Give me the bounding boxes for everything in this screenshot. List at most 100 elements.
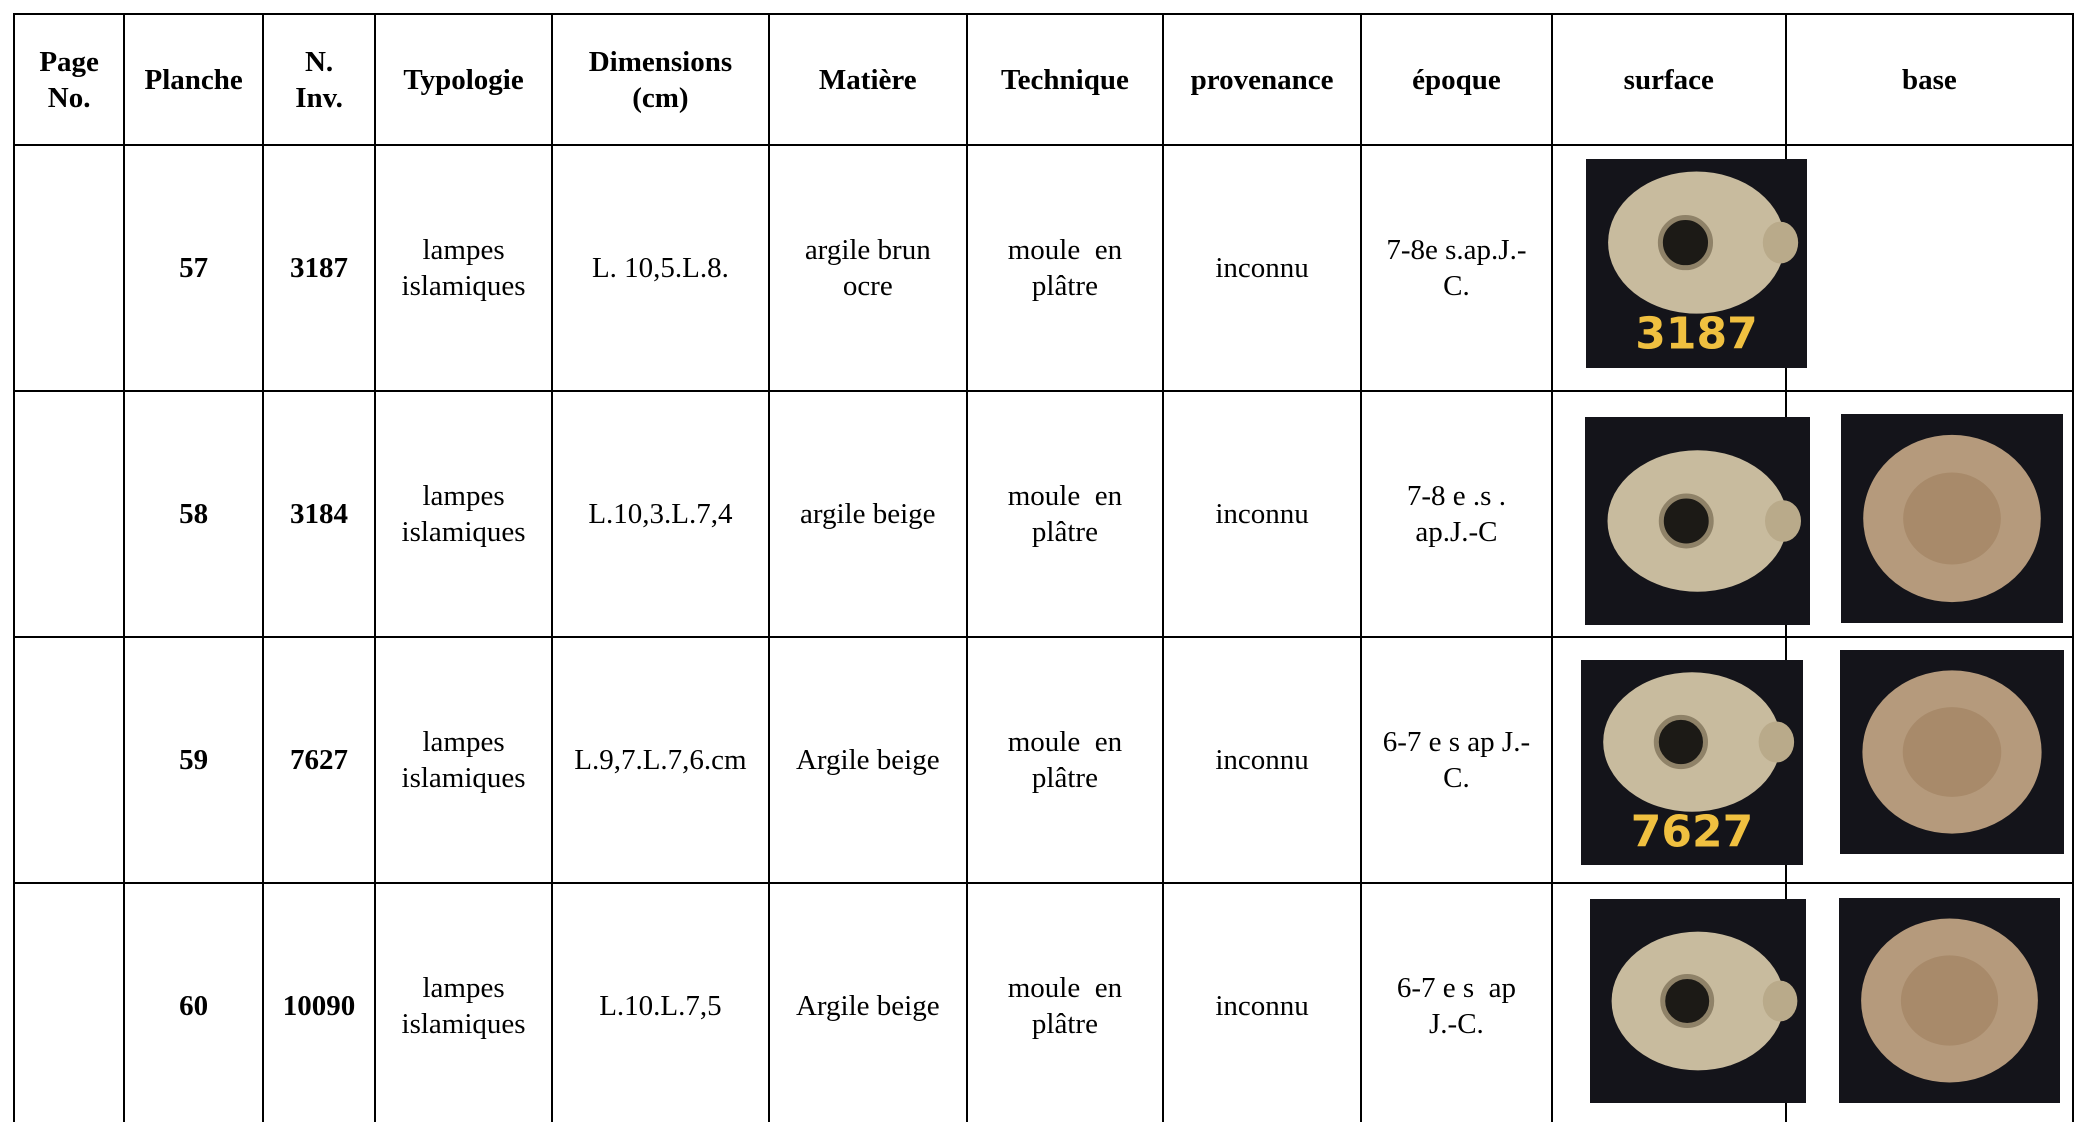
data-cell: L.10.L.7,5 xyxy=(551,882,770,1122)
cell-line: Typologie xyxy=(403,63,524,96)
base-photo xyxy=(1839,898,2060,1103)
cell-line: base xyxy=(1902,63,1957,96)
surface-photo: 3187 xyxy=(1586,159,1807,368)
lamp-hole xyxy=(1653,714,1709,770)
base-photo xyxy=(1840,650,2064,854)
cell-line: 7627 xyxy=(290,744,349,776)
data-cell: 6-7 e s ap J.- C. xyxy=(1360,636,1553,884)
header-cell: N. Inv. xyxy=(262,13,376,146)
data-cell: 6-7 e s ap J.-C. xyxy=(1360,882,1553,1122)
surface-photo xyxy=(1590,899,1806,1103)
cell-line: L.10.L.7,5 xyxy=(599,990,722,1022)
data-cell: 7-8 e .s . ap.J.-C xyxy=(1360,390,1553,638)
data-cell: moule en plâtre xyxy=(965,882,1165,1122)
lamp-foot xyxy=(1903,472,2001,565)
header-cell: provenance xyxy=(1162,13,1363,146)
data-cell: 3184 xyxy=(262,390,376,638)
cell-line: 58 xyxy=(179,498,209,530)
lamp-nozzle xyxy=(1758,721,1795,763)
cell-line: moule en xyxy=(1007,972,1123,1004)
cell-line: 59 xyxy=(179,744,209,776)
cell-line: ocre xyxy=(842,270,893,302)
cell-line: 10090 xyxy=(282,990,356,1022)
cell-line: Page xyxy=(39,45,99,78)
cell-line: (cm) xyxy=(632,81,689,114)
header-cell: surface xyxy=(1550,13,1787,146)
data-cell: 59 xyxy=(123,636,265,884)
data-cell: inconnu xyxy=(1162,144,1363,392)
data-cell: lampes islamiques xyxy=(373,390,554,638)
cell-line: J.-C. xyxy=(1429,1008,1484,1040)
lamp-nozzle xyxy=(1762,221,1799,264)
header-cell: Matière xyxy=(767,13,968,146)
cell-line: N. xyxy=(304,45,334,78)
cell-line: islamiques xyxy=(401,270,526,302)
data-cell: L.9,7.L.7,6.cm xyxy=(551,636,770,884)
header-row: Page No. Planche N. Inv. Typologie Dimensions(… xyxy=(12,13,2074,146)
cell-line: No. xyxy=(47,81,91,114)
data-cell: argile brun ocre xyxy=(767,144,968,392)
data-cell: L.10,3.L.7,4 xyxy=(551,390,770,638)
cell-line: moule en xyxy=(1007,726,1123,758)
cell-line: plâtre xyxy=(1031,1008,1098,1040)
cell-line: 6-7 e s ap J.- xyxy=(1382,726,1531,758)
cell-line: Argile beige xyxy=(795,990,940,1022)
data-cell: Argile beige xyxy=(767,882,968,1122)
page-cell xyxy=(12,390,126,638)
cell-line: 7-8e s.ap.J.- xyxy=(1386,234,1527,266)
base-photo xyxy=(1841,414,2063,623)
data-cell: inconnu xyxy=(1162,636,1363,884)
data-cell: lampes islamiques xyxy=(373,636,554,884)
cell-line: époque xyxy=(1412,63,1501,96)
cell-line: lampes xyxy=(422,726,505,758)
header-cell: base xyxy=(1784,13,2074,146)
lamp-hole xyxy=(1658,493,1714,549)
header-cell: époque xyxy=(1360,13,1553,146)
data-cell: 58 xyxy=(123,390,265,638)
surface-photo xyxy=(1585,417,1810,625)
cell-line: Argile beige xyxy=(795,744,940,776)
table-row: 57 3187 lampes islamiques L. 10,5.L.8. argile… xyxy=(12,144,2074,392)
lamp-foot xyxy=(1902,707,2002,797)
header-cell: Typologie xyxy=(373,13,554,146)
data-cell: 7-8e s.ap.J.- C. xyxy=(1360,144,1553,392)
cell-line: islamiques xyxy=(401,516,526,548)
cell-line: 57 xyxy=(179,252,209,284)
cell-line: 3187 xyxy=(290,252,349,284)
page-cell xyxy=(12,882,126,1122)
cell-line: L.10,3.L.7,4 xyxy=(588,498,733,530)
lamp-hole xyxy=(1660,974,1715,1028)
cell-line: plâtre xyxy=(1031,762,1098,794)
cell-line: moule en xyxy=(1007,480,1123,512)
cell-line: Dimensions xyxy=(588,45,733,78)
cell-line: moule en xyxy=(1007,234,1123,266)
header-cell: Dimensions (cm) xyxy=(551,13,770,146)
data-cell: moule en plâtre xyxy=(965,636,1165,884)
data-cell: lampes islamiques xyxy=(373,882,554,1122)
cell-line: lampes xyxy=(422,234,505,266)
cell-line: Technique xyxy=(1000,63,1129,96)
data-cell: moule en plâtre xyxy=(965,390,1165,638)
cell-line: Matière xyxy=(818,63,917,96)
lamp-foot xyxy=(1900,955,1999,1046)
cell-line: plâtre xyxy=(1031,270,1098,302)
cell-line: Inv. xyxy=(295,81,343,114)
cell-line: provenance xyxy=(1190,63,1334,96)
data-cell: inconnu xyxy=(1162,882,1363,1122)
cell-line: 60 xyxy=(179,990,209,1022)
photo-label: 7627 xyxy=(1631,806,1753,857)
data-cell: argile beige xyxy=(767,390,968,638)
cell-line: argile brun xyxy=(804,234,931,266)
data-cell: inconnu xyxy=(1162,390,1363,638)
lamp-nozzle xyxy=(1762,980,1798,1022)
cell-line: lampes xyxy=(422,972,505,1004)
surface-photo: 7627 xyxy=(1581,660,1803,865)
lamp-nozzle xyxy=(1765,500,1801,542)
photo-label: 3187 xyxy=(1635,309,1757,360)
cell-line: surface xyxy=(1623,63,1714,96)
header-cell: Planche xyxy=(123,13,265,146)
cell-line: islamiques xyxy=(401,1008,526,1040)
data-cell: 60 xyxy=(123,882,265,1122)
data-cell: lampes islamiques xyxy=(373,144,554,392)
